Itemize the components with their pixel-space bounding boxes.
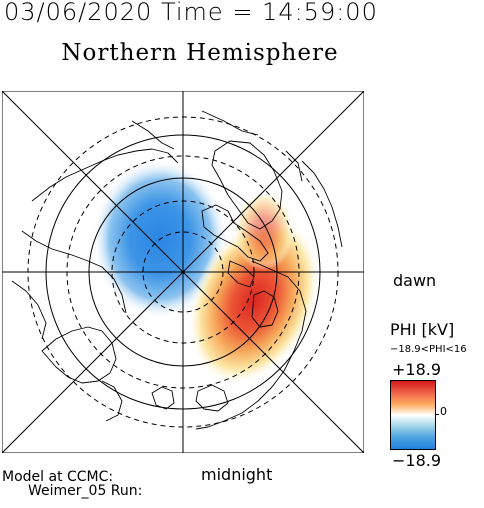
colorbar-range-text: −18.9<PHI<16 xyxy=(390,344,467,355)
hemisphere-title: Northern Hemisphere xyxy=(61,40,339,66)
colorbar: PHI [kV] −18.9<PHI<16 +18.9 0 −18.9 xyxy=(380,320,484,470)
colorbar-min-label: −18.9 xyxy=(392,451,442,470)
datetime-title: 03/06/2020 Time = 14:59:00 xyxy=(4,0,378,26)
meridian-lines xyxy=(2,91,364,453)
midnight-label: midnight xyxy=(201,465,273,484)
polar-potential-map xyxy=(2,91,364,453)
colorbar-max-label: +18.9 xyxy=(392,360,442,379)
footer-model-line: Model at CCMC: xyxy=(2,469,114,485)
colorbar-zero-tick xyxy=(435,414,439,415)
coastlines xyxy=(11,110,343,430)
colorbar-zero-label: 0 xyxy=(440,405,447,418)
colorbar-gradient xyxy=(390,380,436,450)
positive-potential-lobe xyxy=(234,191,294,271)
footer-run-line: Weimer_05 Run: xyxy=(28,483,143,499)
dawn-label: dawn xyxy=(393,271,437,290)
colorbar-title: PHI [kV] xyxy=(390,320,455,339)
